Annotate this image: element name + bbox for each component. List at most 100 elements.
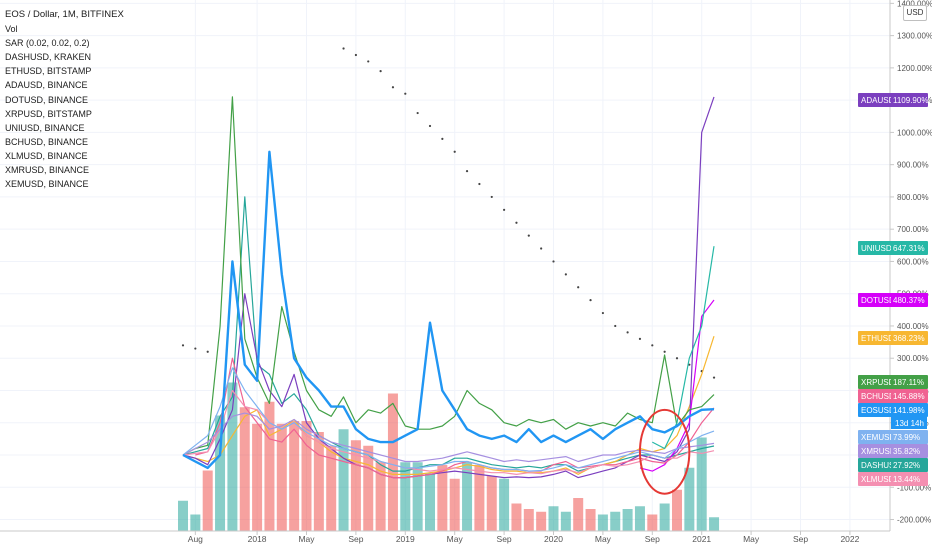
grid bbox=[0, 0, 890, 531]
volume-bar bbox=[375, 462, 386, 531]
sar-dot bbox=[589, 299, 592, 302]
x-tick-label: Aug bbox=[188, 534, 203, 544]
tag-value: 145.88% bbox=[893, 392, 925, 401]
volume-bar bbox=[425, 473, 435, 531]
legend-item[interactable]: XEMUSD, BINANCE bbox=[5, 179, 89, 190]
volume-bar bbox=[239, 407, 250, 531]
legend-item[interactable]: XMRUSD, BINANCE bbox=[5, 165, 90, 176]
legend-item[interactable]: ETHUSD, BITSTAMP bbox=[5, 66, 92, 77]
sar-dot bbox=[527, 234, 530, 237]
sar-dot bbox=[404, 92, 407, 95]
volume-bar bbox=[350, 440, 361, 531]
legend-item[interactable]: XRPUSD, BITSTAMP bbox=[5, 108, 92, 119]
volume-bar bbox=[227, 382, 238, 531]
sar-dot bbox=[663, 350, 666, 353]
tag-value-bg bbox=[891, 445, 927, 457]
legend-item[interactable]: ADAUSD, BINANCE bbox=[5, 80, 88, 91]
legend-item[interactable]: UNIUSD, BINANCE bbox=[5, 122, 85, 133]
volume-bar bbox=[511, 503, 522, 531]
sar-dot bbox=[342, 47, 345, 50]
volume-bar bbox=[548, 506, 559, 531]
y-tick-label: 600.00% bbox=[897, 257, 929, 266]
volume-bar bbox=[585, 509, 596, 531]
sar-dot bbox=[577, 286, 580, 289]
x-tick-label: Sep bbox=[645, 534, 660, 544]
volume-bars bbox=[178, 382, 720, 531]
volume-bar bbox=[400, 462, 411, 531]
tag-name: DOTUSD bbox=[861, 296, 895, 305]
legend-title[interactable]: EOS / Dollar, 1M, BITFINEX bbox=[5, 9, 124, 20]
volume-bar bbox=[313, 432, 324, 531]
volume-bar bbox=[301, 421, 312, 531]
y-tick-label: 800.00% bbox=[897, 193, 929, 202]
volume-bar bbox=[276, 423, 287, 531]
tag-value: 141.98% bbox=[893, 406, 925, 415]
x-tick-label: May bbox=[743, 534, 760, 544]
sar-dot bbox=[540, 247, 543, 250]
series-line-xmrusd bbox=[182, 412, 715, 463]
sar-dot bbox=[194, 347, 197, 350]
volume-bar bbox=[412, 462, 423, 531]
tag-value-bg bbox=[891, 332, 927, 344]
y-tick-label: 1300.00% bbox=[897, 32, 932, 41]
tag-value: 27.92% bbox=[893, 461, 920, 470]
tag-value-bg bbox=[891, 473, 927, 485]
y-tick-label: 1400.00% bbox=[897, 0, 932, 8]
volume-bar bbox=[215, 415, 226, 531]
volume-bar bbox=[363, 445, 374, 531]
tag-name: BCHUSD bbox=[861, 392, 895, 401]
y-tick-label: 900.00% bbox=[897, 161, 929, 170]
volume-bar bbox=[178, 500, 188, 531]
tag-value-bg bbox=[891, 431, 927, 443]
volume-bar bbox=[449, 478, 460, 531]
series-line-uniusd bbox=[652, 246, 715, 450]
volume-bar bbox=[462, 462, 473, 531]
sar-dot bbox=[503, 208, 506, 211]
sar-dot bbox=[416, 111, 419, 115]
y-tick-label: 400.00% bbox=[897, 322, 929, 331]
sar-dot bbox=[379, 70, 382, 73]
currency-button[interactable]: USD bbox=[903, 5, 927, 21]
volume-bar bbox=[622, 509, 633, 531]
y-tick-label: 1200.00% bbox=[897, 64, 932, 73]
series-lines bbox=[182, 96, 715, 479]
volume-bar bbox=[696, 437, 707, 531]
x-tick-label: May bbox=[447, 534, 464, 544]
tag-value-bg bbox=[891, 94, 927, 106]
legend-item[interactable]: Vol bbox=[5, 24, 18, 35]
volume-bar bbox=[202, 470, 213, 531]
legend-item[interactable]: SAR (0.02, 0.02, 0.2) bbox=[5, 38, 90, 49]
sar-dot bbox=[552, 260, 555, 263]
tag-value: 1109.90% bbox=[893, 96, 928, 105]
sar-dot bbox=[712, 376, 716, 379]
legend-item[interactable]: XLMUSD, BINANCE bbox=[5, 150, 88, 161]
x-tick-label: 2020 bbox=[544, 534, 563, 544]
legend-item[interactable]: BCHUSD, BINANCE bbox=[5, 136, 89, 147]
legend-item[interactable]: DOTUSD, BINANCE bbox=[5, 94, 89, 105]
sar-dot bbox=[453, 150, 456, 153]
series-line-eosusd bbox=[182, 150, 715, 470]
sar-dot bbox=[181, 344, 185, 347]
volume-bar bbox=[709, 517, 720, 531]
tag-value-bg bbox=[891, 294, 927, 306]
volume-bar bbox=[499, 478, 510, 531]
x-tick-label: Sep bbox=[348, 534, 363, 544]
sar-dot bbox=[675, 357, 679, 360]
x-tick-label: Sep bbox=[497, 534, 512, 544]
tag-name: XMRUSD bbox=[861, 447, 896, 456]
volume-bar bbox=[597, 514, 608, 531]
annotation bbox=[638, 408, 691, 495]
volume-bar bbox=[573, 498, 584, 531]
volume-bar bbox=[289, 421, 300, 531]
sar-dot bbox=[465, 170, 469, 173]
volume-bar bbox=[190, 514, 201, 531]
legend-item[interactable]: DASHUSD, KRAKEN bbox=[5, 52, 92, 63]
volume-bar bbox=[560, 511, 571, 531]
tag-sub-bg bbox=[891, 417, 927, 429]
tag-value-bg bbox=[891, 459, 927, 471]
